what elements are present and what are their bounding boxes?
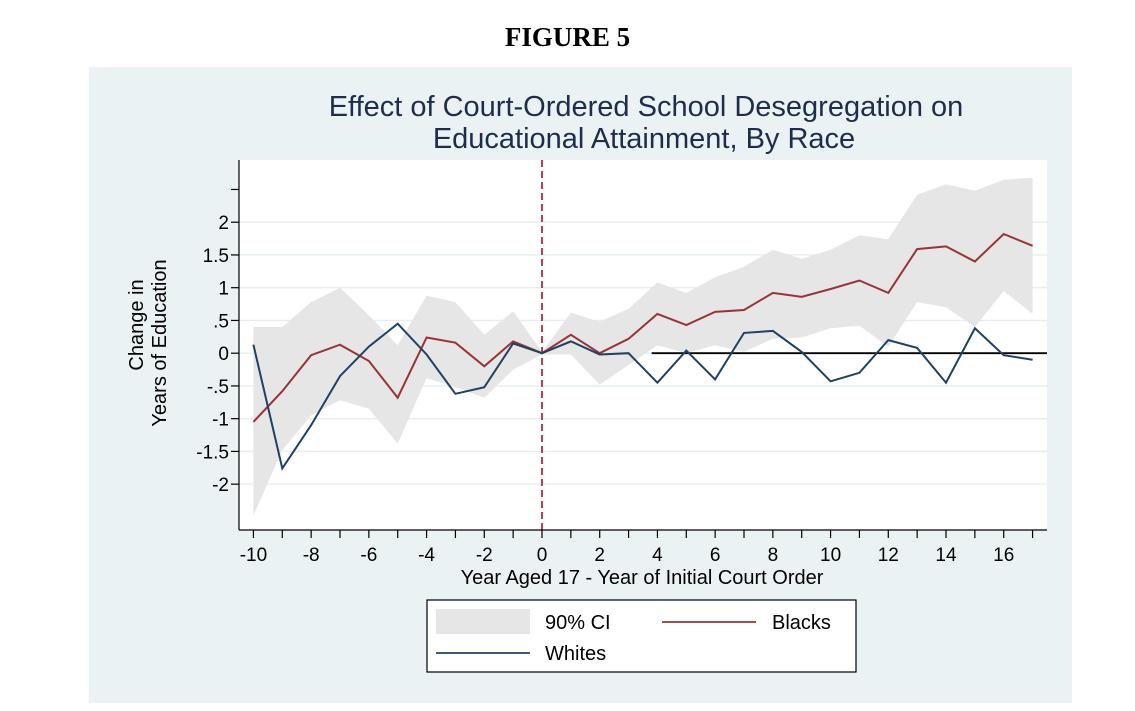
y-tick-label: -.5 xyxy=(207,377,229,398)
series-line-whites xyxy=(252,322,1033,471)
x-tick-label: 10 xyxy=(820,545,841,566)
ci-band xyxy=(253,177,1033,516)
y-axis-label-line-1: Change in xyxy=(126,279,148,370)
x-tick-label: 4 xyxy=(652,545,663,566)
x-tick-label: 12 xyxy=(878,545,899,566)
y-tick-label: 2 xyxy=(218,213,229,234)
x-tick-label: -4 xyxy=(418,545,435,566)
axes: 21.51.50-.5-1-1.5-2-10 -8 -6 -4 -2 0 2 4 6 8 10 12 1… xyxy=(196,160,1047,566)
y-tick-label: -2 xyxy=(212,475,229,496)
chart-title-line-2: Educational Attainment, By Race xyxy=(433,123,855,155)
x-tick-label: 6 xyxy=(710,545,721,566)
legend-label-ci: 90% CI xyxy=(545,612,611,634)
series-lines xyxy=(252,232,1033,471)
ci-band-area xyxy=(253,177,1033,516)
chart-title-line-1: Effect of Court-Ordered School Desegrega… xyxy=(329,91,964,123)
y-tick-label: -1 xyxy=(212,410,229,431)
x-tick-label: 8 xyxy=(768,545,779,566)
legend-label-whites: Whites xyxy=(545,643,606,665)
figure-label: FIGURE 5 xyxy=(504,22,631,52)
y-tick-label: 1 xyxy=(218,279,229,300)
x-tick-label: -6 xyxy=(360,545,377,566)
y-tick-label: 0 xyxy=(218,344,229,365)
x-axis-label: Year Aged 17 - Year of Initial Court Ord… xyxy=(461,567,824,589)
reference-lines xyxy=(541,160,1047,530)
y-tick-label: 1.5 xyxy=(203,246,229,267)
legend: 90% CI Blacks Whites xyxy=(426,599,857,673)
y-tick-label: -1.5 xyxy=(196,442,229,463)
legend-swatch-ci xyxy=(436,609,530,634)
legend-label-blacks: Blacks xyxy=(772,612,831,634)
x-tick-label: -8 xyxy=(303,545,320,566)
x-tick-label: 0 xyxy=(537,545,548,566)
y-tick-label: .5 xyxy=(213,311,229,332)
y-axis-label-line-2: Years of Education xyxy=(149,259,171,426)
x-tick-label: 14 xyxy=(935,545,957,566)
x-tick-label: 16 xyxy=(993,545,1014,566)
x-tick-label: 2 xyxy=(594,545,605,566)
x-tick-label: -2 xyxy=(476,545,493,566)
series-line-blacks xyxy=(252,232,1033,423)
x-tick-label: -10 xyxy=(240,545,267,566)
